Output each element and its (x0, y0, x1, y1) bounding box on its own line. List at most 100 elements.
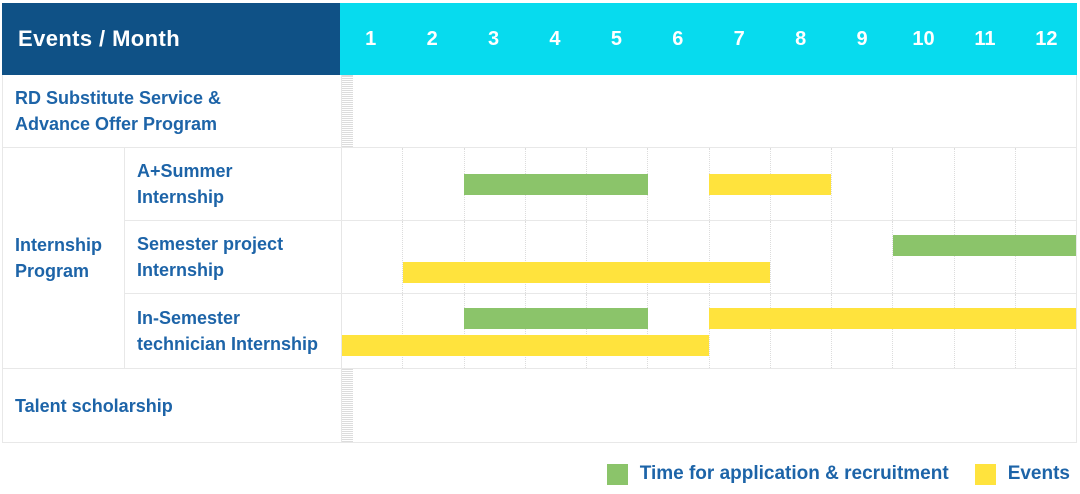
month-gridline-cell (352, 369, 353, 442)
month-gridline-cell (346, 369, 347, 442)
row-label-line: Talent scholarship (15, 395, 173, 416)
month-gridline-cell (955, 148, 1016, 220)
group-label-line: Program (15, 261, 90, 281)
table-row: Semester project Internship (125, 220, 1076, 293)
month-header-cell-6: 6 (672, 27, 684, 50)
row-chart-area (341, 221, 1076, 293)
month-gridline-cell (345, 75, 346, 147)
month-gridline-cell (1016, 148, 1076, 220)
legend-item-events: Events (974, 463, 1070, 485)
row-label-line: Internship (137, 260, 225, 280)
month-header-cell-4: 4 (549, 27, 561, 50)
row-chart-area (341, 369, 353, 442)
row-label: A+Summer Internship (125, 148, 341, 220)
group-label-line: Internship (15, 235, 103, 255)
legend: Time for application & recruitment Events (606, 463, 1070, 485)
month-header-strip: 1 2 3 4 5 6 7 8 9 10 11 12 (340, 3, 1077, 75)
month-gridline-cell (832, 221, 894, 293)
month-header-cell-9: 9 (856, 27, 868, 50)
row-label-line: RD Substitute Service & (15, 88, 222, 108)
row-chart-area (341, 294, 1076, 368)
month-header-cell-7: 7 (733, 27, 745, 50)
month-gridline-cell (343, 75, 344, 147)
month-gridline-cell (648, 221, 710, 293)
month-gridline-cell (352, 75, 353, 147)
row-chart-area (341, 148, 1076, 220)
month-gridline-cell (526, 294, 587, 368)
month-header-cell-10: 10 (912, 27, 935, 50)
month-gridline-cell (347, 369, 348, 442)
bar-events (709, 308, 1076, 329)
month-gridline-cell (526, 221, 587, 293)
table-row: RD Substitute Service & Advance Offer Pro… (3, 75, 353, 147)
month-gridline-cell (346, 75, 347, 147)
month-gridline-cell (955, 294, 1016, 368)
month-gridline-cell (350, 75, 351, 147)
month-header-cell-12: 12 (1035, 27, 1058, 50)
month-gridline-cell (893, 148, 955, 220)
row-group: Internship Program A+Summer Internship Semes… (3, 148, 1076, 369)
month-gridline-cell (348, 75, 349, 147)
bar-recruitment (464, 308, 648, 329)
month-gridline-cell (348, 369, 349, 442)
month-gridline-cell (587, 221, 649, 293)
month-gridline-cell (832, 294, 894, 368)
month-gridline-cell (350, 369, 351, 442)
month-gridline-cell (342, 369, 343, 442)
month-gridline-cell (648, 148, 710, 220)
month-gridline-cell (771, 221, 832, 293)
month-gridline-cell (893, 221, 955, 293)
row-label-line: In-Semester (137, 308, 241, 328)
month-gridline-cell (343, 369, 344, 442)
bar-events (709, 174, 832, 195)
month-header-cell-2: 2 (426, 27, 438, 50)
month-gridline-cell (1016, 221, 1076, 293)
month-gridline-cell (351, 369, 352, 442)
legend-label: Time for application & recruitment (639, 463, 949, 484)
row-label: Talent scholarship (3, 369, 341, 442)
row-section: Talent scholarship (3, 369, 1076, 442)
month-gridline-cell (403, 148, 465, 220)
month-gridline-cell (342, 294, 404, 368)
month-gridline-cell (345, 369, 346, 442)
row-label-line: Internship (137, 187, 225, 207)
bar-events (342, 335, 709, 356)
header-title: Events / Month (2, 3, 340, 75)
month-gridline-cell (710, 294, 771, 368)
month-header-cell-3: 3 (487, 27, 500, 50)
legend-swatch-recruitment (606, 463, 628, 485)
month-gridline-cell (465, 294, 526, 368)
row-label: RD Substitute Service & Advance Offer Pro… (3, 75, 341, 147)
month-gridline-cell (893, 294, 955, 368)
events-month-table: Events / Month 1 2 3 4 5 6 7 8 9 10 11 12 RD Substi… (2, 3, 1077, 443)
legend-swatch-events (974, 463, 996, 485)
legend-item-recruitment: Time for application & recruitment (606, 463, 949, 485)
month-gridline-cell (955, 221, 1016, 293)
month-gridline-cell (349, 369, 350, 442)
month-header-cell-11: 11 (974, 27, 996, 50)
month-gridlines (342, 221, 1076, 293)
month-gridline-cell (347, 75, 348, 147)
row-label-line: Semester project (137, 234, 284, 254)
month-header-cell-5: 5 (610, 27, 622, 50)
month-gridline-cell (342, 148, 404, 220)
month-header-cell-8: 8 (795, 27, 807, 50)
month-gridline-cell (403, 221, 465, 293)
month-gridline-cell (771, 148, 832, 220)
month-gridline-cell (1016, 294, 1076, 368)
row-label: In-Semester technician Internship (125, 294, 341, 368)
row-label-line: Advance Offer Program (15, 114, 218, 134)
month-gridline-cell (351, 75, 352, 147)
bar-recruitment (464, 174, 648, 195)
table-body: RD Substitute Service & Advance Offer Pro… (2, 75, 1077, 443)
month-gridline-cell (465, 221, 526, 293)
legend-label: Events (1007, 463, 1070, 484)
bar-recruitment (892, 235, 1076, 256)
row-label: Semester project Internship (125, 221, 341, 293)
month-gridlines (342, 294, 1076, 368)
month-gridline-cell (648, 294, 710, 368)
row-label-line: technician Internship (137, 334, 319, 354)
table-row: In-Semester technician Internship (125, 293, 1076, 368)
row-section: RD Substitute Service & Advance Offer Pro… (3, 75, 1076, 148)
